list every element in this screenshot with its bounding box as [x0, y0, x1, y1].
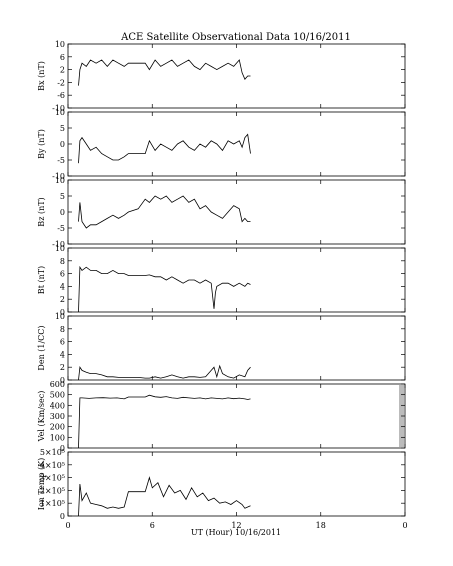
- y-axis-label: Bt (nT): [37, 266, 46, 294]
- y-tick-label: 8: [60, 257, 65, 266]
- panel-frame: [67, 451, 406, 517]
- y-tick-label: 10: [55, 176, 65, 185]
- series-line: [78, 364, 251, 381]
- y-tick-label: -6: [57, 91, 65, 100]
- x-tick-label: 0: [402, 521, 407, 530]
- y-tick-label: 600: [50, 380, 65, 389]
- y-tick-label: 0: [60, 444, 65, 453]
- panel-frame: [67, 43, 406, 109]
- y-tick-label: -10: [52, 240, 65, 249]
- series-line: [78, 265, 251, 313]
- y-axis-label: Vel (Km/sec): [37, 391, 46, 443]
- panel-2: 10 5 0 -5 -10 By (nT): [37, 108, 406, 181]
- y-tick-label: 0: [60, 512, 65, 521]
- y-tick-label: 8: [60, 325, 65, 334]
- y-tick-label: 6: [60, 53, 65, 62]
- y-axis-label: Bx (nT): [37, 61, 46, 91]
- y-tick-label: 5: [60, 192, 65, 201]
- y-axis-label: By (nT): [37, 129, 46, 159]
- y-tick-label: 5: [60, 124, 65, 133]
- y-axis-label: Ion Temp (K): [37, 458, 46, 511]
- y-tick-label: 2: [60, 295, 65, 304]
- y-tick-label: 2: [60, 363, 65, 372]
- y-tick-label: 4: [60, 282, 65, 291]
- panel-frame: [67, 383, 406, 449]
- panel-frame: [67, 315, 406, 381]
- series-line: [78, 59, 251, 86]
- y-tick-label: -2: [57, 78, 65, 87]
- y-tick-label: 6: [60, 338, 65, 347]
- y-axis-label: Bz (nT): [37, 197, 46, 226]
- panel-frame: [67, 111, 406, 177]
- panel-4: 10 8 6 4 2 0 Bt (nT): [37, 244, 406, 317]
- x-tick-label: 18: [316, 521, 326, 530]
- y-axis-label: Den (1/CC): [37, 325, 46, 370]
- y-tick-label: 4: [60, 350, 65, 359]
- y-tick-label: 300: [50, 412, 65, 421]
- y-tick-label: 4×10⁵: [40, 461, 65, 470]
- y-tick-label: 6: [60, 270, 65, 279]
- series-line: [78, 476, 251, 517]
- y-tick-label: 500: [50, 391, 65, 400]
- y-tick-label: 100: [50, 433, 65, 442]
- y-tick-label: 10: [55, 40, 65, 49]
- y-tick-label: 200: [50, 423, 65, 432]
- panel-frame: [67, 179, 406, 245]
- y-tick-label: 1×10⁵: [40, 499, 65, 508]
- panel-7: 5×10⁵ 4×10⁵ 3×10⁵ 2×10⁵ 1×10⁵ 0 Ion Temp (K): [37, 448, 406, 521]
- x-tick-labels: 0 6 12 18 0: [65, 521, 407, 530]
- panel-5: 10 8 6 4 2 0 Den (1/CC): [37, 312, 406, 385]
- y-tick-label: 0: [60, 308, 65, 317]
- panel-frame: [67, 247, 406, 313]
- y-tick-label: 2: [60, 66, 65, 75]
- y-tick-label: 10: [55, 244, 65, 253]
- y-tick-label: 0: [60, 140, 65, 149]
- series-line: [78, 133, 251, 164]
- x-tick-label: 0: [65, 521, 70, 530]
- y-tick-label: 2×10⁵: [40, 486, 65, 495]
- series-line: [78, 195, 251, 229]
- y-tick-label: -5: [57, 224, 65, 233]
- y-tick-label: 400: [50, 401, 65, 410]
- y-tick-label: -5: [57, 156, 65, 165]
- panels: 10 6 2 -2 -6 -10 Bx (nT) 10 5 0 -5 -10 By (nT) 10 5 0 -5…: [37, 40, 406, 521]
- y-tick-label: 10: [55, 108, 65, 117]
- x-tick-label: 12: [231, 521, 241, 530]
- chart-title: ACE Satellite Observational Data 10/16/2…: [120, 32, 351, 43]
- y-tick-label: 0: [60, 376, 65, 385]
- series-line: [78, 394, 251, 449]
- y-tick-label: 0: [60, 208, 65, 217]
- y-tick-label: 5×10⁵: [40, 448, 65, 457]
- x-axis-label: UT (Hour) 10/16/2011: [191, 528, 281, 537]
- panel-1: 10 6 2 -2 -6 -10 Bx (nT): [37, 40, 406, 113]
- y-tick-label: 10: [55, 312, 65, 321]
- y-tick-label: 3×10⁵: [40, 474, 65, 483]
- y-tick-label: -10: [52, 172, 65, 181]
- y-tick-label: -10: [52, 104, 65, 113]
- panel-3: 10 5 0 -5 -10 Bz (nT): [37, 176, 406, 249]
- x-tick-label: 6: [150, 521, 155, 530]
